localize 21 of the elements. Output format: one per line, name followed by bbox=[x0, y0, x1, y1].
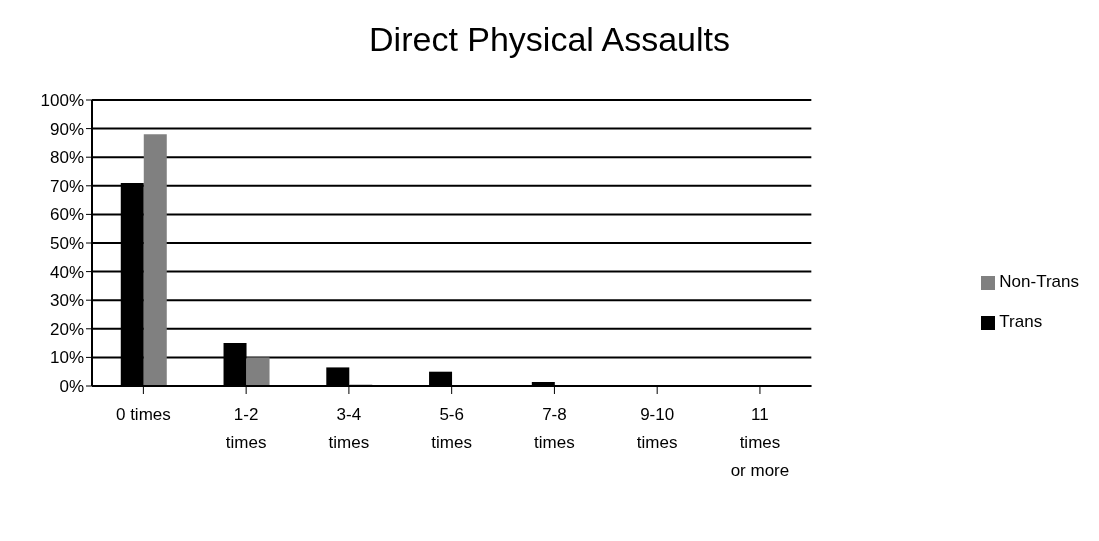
x-tick-label: 0 times bbox=[115, 405, 171, 424]
y-tick-label: 70% bbox=[49, 176, 84, 196]
y-tick-label: 20% bbox=[49, 319, 84, 339]
y-tick-label: 10% bbox=[49, 348, 84, 368]
y-tick-label: 0% bbox=[59, 377, 84, 397]
y-tick-label: 40% bbox=[49, 262, 84, 282]
x-tick-label: 7-8 times bbox=[534, 405, 575, 452]
y-tick-label: 50% bbox=[49, 234, 84, 254]
y-tick-label: 30% bbox=[49, 291, 84, 311]
x-tick-label: 11 times or more bbox=[730, 405, 790, 480]
chart-title: Direct Physical Assaults bbox=[368, 20, 731, 59]
y-tick-label: 100% bbox=[40, 91, 84, 111]
x-tick-label: 9-10 times bbox=[636, 405, 678, 452]
y-tick-label: 80% bbox=[49, 148, 84, 168]
x-tick-label: 3-4 times bbox=[328, 405, 370, 452]
legend-label: Trans bbox=[999, 312, 1043, 331]
x-tick-label: 1-2 times bbox=[225, 405, 267, 452]
y-tick-label: 60% bbox=[49, 205, 84, 225]
legend-label: Non-Trans bbox=[999, 272, 1079, 291]
y-tick-label: 90% bbox=[49, 119, 84, 139]
x-tick-label: 5-6 times bbox=[431, 405, 472, 452]
